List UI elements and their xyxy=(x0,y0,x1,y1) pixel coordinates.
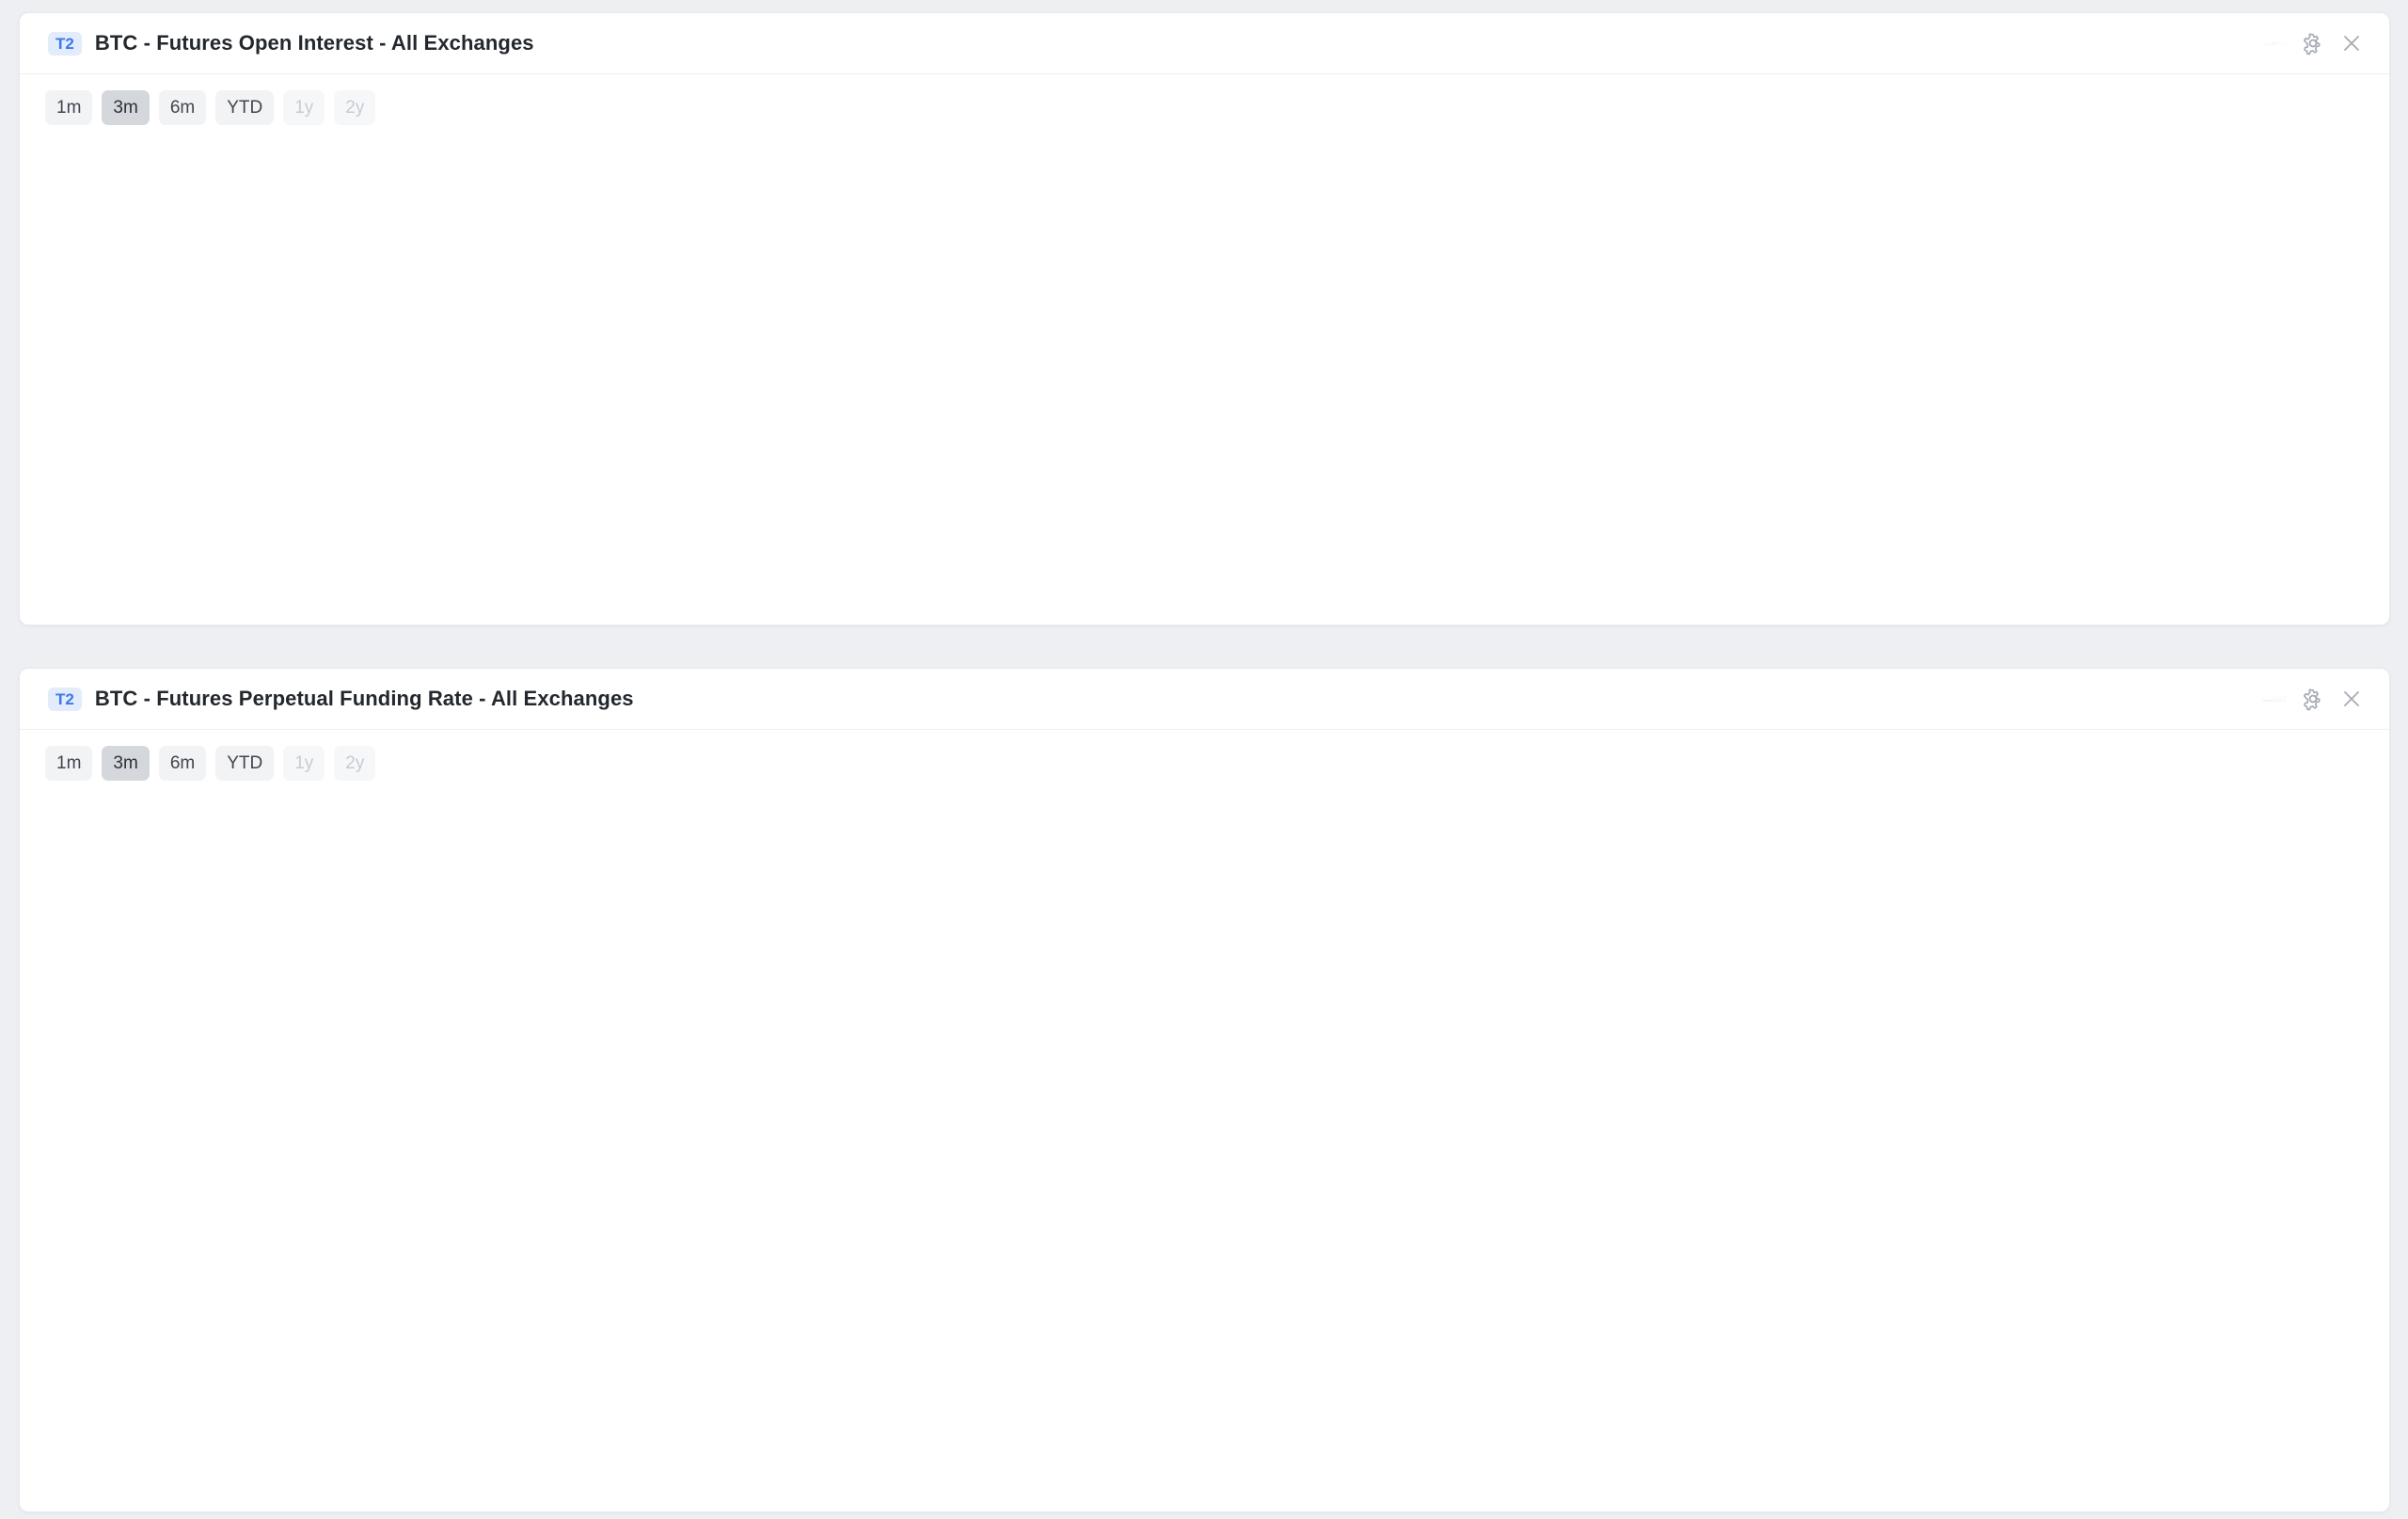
chart-panel-open-interest: T2 BTC - Futures Open Interest - All Exc… xyxy=(19,12,2390,625)
time-range-2y: 2y xyxy=(334,746,376,781)
time-range-6m[interactable]: 6m xyxy=(158,90,207,125)
time-range-3m[interactable]: 3m xyxy=(102,90,150,125)
page-title: BTC - Futures Perpetual Funding Rate - A… xyxy=(94,687,634,710)
time-range-1m[interactable]: 1m xyxy=(45,90,93,125)
time-range-ytd[interactable]: YTD xyxy=(215,90,275,125)
time-range-toolbar: 1m 3m 6m YTD 1y 2y xyxy=(20,730,2389,781)
zoom-in-icon[interactable]: glassnode0.10%0.08%0.06%0.04%0.02%0.00%-… xyxy=(2261,686,2288,712)
tier-badge: T2 xyxy=(48,687,82,711)
settings-gear-icon[interactable] xyxy=(2300,30,2326,56)
close-icon[interactable] xyxy=(2338,30,2365,56)
glassnode-watermark: glassnode xyxy=(2273,698,2276,700)
time-range-1y: 1y xyxy=(283,746,325,781)
zoom-in-icon[interactable]: glassnode230k220k210k200k190k180k170k31.… xyxy=(2261,30,2288,56)
time-range-2y: 2y xyxy=(334,90,376,125)
time-range-3m[interactable]: 3m xyxy=(102,746,150,781)
panel-header: T2 BTC - Futures Open Interest - All Exc… xyxy=(20,13,2389,73)
glassnode-watermark: glassnode xyxy=(2273,42,2276,44)
funding-rate-chart[interactable] xyxy=(20,669,2389,1511)
panel-actions: glassnode230k220k210k200k190k180k170k31.… xyxy=(2261,13,2365,73)
chart-panel-funding-rate: T2 BTC - Futures Perpetual Funding Rate … xyxy=(19,668,2390,1512)
time-range-6m[interactable]: 6m xyxy=(158,746,207,781)
close-icon[interactable] xyxy=(2338,686,2365,712)
header-divider xyxy=(20,729,2389,730)
time-range-ytd[interactable]: YTD xyxy=(215,746,275,781)
time-range-1m[interactable]: 1m xyxy=(45,746,93,781)
settings-gear-icon[interactable] xyxy=(2300,686,2326,712)
header-divider xyxy=(20,73,2389,74)
panel-actions: glassnode0.10%0.08%0.06%0.04%0.02%0.00%-… xyxy=(2261,669,2365,729)
series-btc-price xyxy=(2262,41,2287,45)
time-range-toolbar: 1m 3m 6m YTD 1y 2y xyxy=(20,74,2389,125)
panel-header: T2 BTC - Futures Perpetual Funding Rate … xyxy=(20,669,2389,729)
series-open-interest xyxy=(2262,42,2287,46)
time-range-1y: 1y xyxy=(283,90,325,125)
series-btc-price xyxy=(2262,695,2287,702)
page-title: BTC - Futures Open Interest - All Exchan… xyxy=(94,31,534,55)
tier-badge: T2 xyxy=(48,31,82,55)
series-funding-rate xyxy=(2262,696,2287,703)
